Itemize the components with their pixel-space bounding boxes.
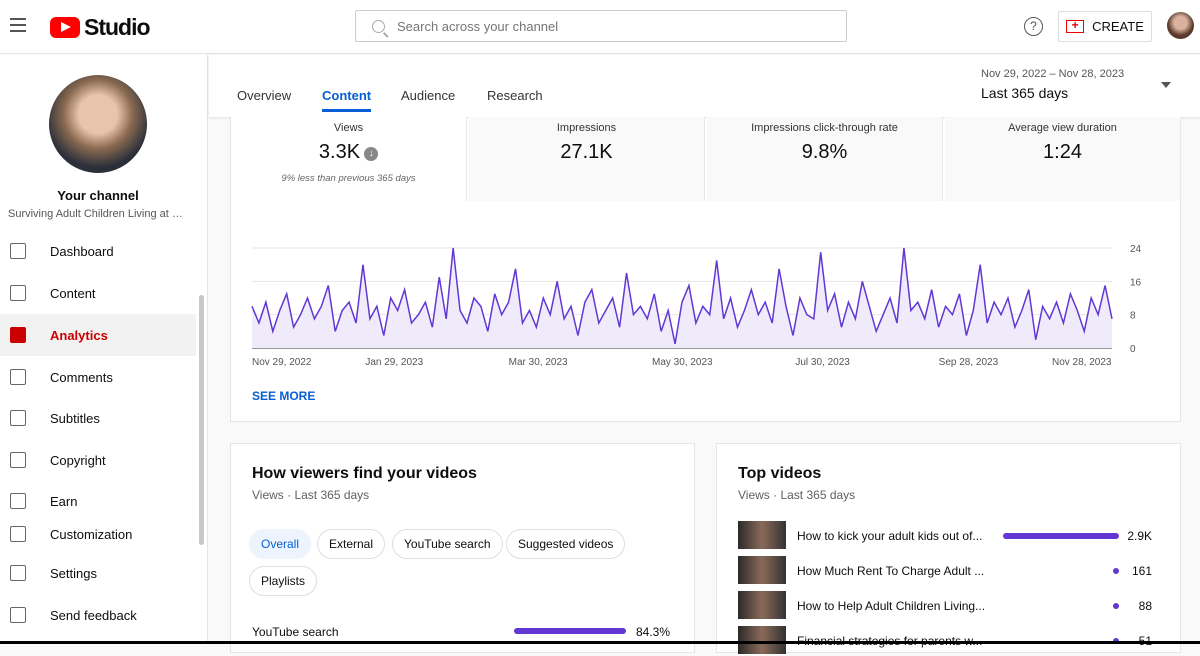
- dashboard-icon: [10, 243, 26, 259]
- tab-overview[interactable]: Overview: [237, 88, 292, 103]
- traffic-title: How viewers find your videos: [252, 465, 477, 482]
- help-icon[interactable]: ?: [1024, 17, 1043, 36]
- chevron-down-icon[interactable]: [1161, 82, 1171, 88]
- see-more-link[interactable]: SEE MORE: [252, 389, 316, 403]
- sidebar-item-analytics[interactable]: Analytics: [0, 314, 196, 356]
- filter-chip[interactable]: YouTube search: [392, 529, 503, 559]
- sidebar: Your channel Surviving Adult Children Li…: [0, 55, 208, 644]
- create-video-icon: +: [1066, 19, 1085, 33]
- y-tick-label: 8: [1130, 311, 1136, 322]
- sidebar-item-settings[interactable]: Settings: [0, 552, 196, 594]
- send-feedback-icon: [10, 607, 26, 623]
- youtube-logo-icon: [50, 17, 80, 38]
- bottom-edge: [0, 641, 1200, 644]
- top-bar: Studio ? +CREATE: [0, 0, 1200, 54]
- x-tick-label: Mar 30, 2023: [508, 357, 568, 368]
- content-icon: [10, 285, 26, 301]
- studio-logo[interactable]: Studio: [50, 14, 151, 41]
- sidebar-item-subtitles[interactable]: Subtitles: [0, 397, 196, 439]
- top-videos-title: Top videos: [738, 465, 822, 482]
- sidebar-item-content[interactable]: Content: [0, 272, 196, 314]
- comments-icon: [10, 369, 26, 385]
- top-video-row[interactable]: How Much Rent To Charge Adult ... 161: [738, 556, 1158, 586]
- x-tick-label: Nov 29, 2022: [252, 357, 312, 368]
- your-channel-label: Your channel: [57, 188, 139, 203]
- traffic-row-label: YouTube search: [252, 625, 339, 639]
- date-range-label[interactable]: Last 365 days: [981, 85, 1069, 101]
- x-tick-label: Jan 29, 2023: [365, 357, 424, 368]
- analytics-tabs: Overview Content Audience Research Nov 29, …: [209, 55, 1200, 117]
- sidebar-item-comments[interactable]: Comments: [0, 356, 196, 398]
- customization-icon: [10, 526, 26, 542]
- subtitles-icon: [10, 410, 26, 426]
- settings-icon: [10, 565, 26, 581]
- x-tick-label: Jul 30, 2023: [795, 357, 850, 368]
- tab-audience[interactable]: Audience: [401, 88, 456, 103]
- tab-research[interactable]: Research: [487, 88, 543, 103]
- views-bar: [1003, 533, 1119, 539]
- filter-chip[interactable]: Suggested videos: [506, 529, 626, 559]
- y-tick-label: 24: [1130, 244, 1142, 255]
- sidebar-item-copyright[interactable]: Copyright: [0, 439, 196, 481]
- x-tick-label: May 30, 2023: [652, 357, 713, 368]
- traffic-row-value: 84.3%: [636, 625, 671, 639]
- views-area: [252, 248, 1112, 348]
- traffic-row-bar: [514, 628, 626, 634]
- video-thumbnail[interactable]: [738, 626, 786, 654]
- video-thumbnail[interactable]: [738, 521, 786, 549]
- filter-chip[interactable]: Overall: [249, 529, 312, 559]
- y-tick-label: 0: [1130, 344, 1136, 355]
- metric-tab-3[interactable]: Average view duration 1:24: [945, 117, 1181, 201]
- arrow-down-icon: ↓: [364, 147, 379, 161]
- x-tick-label: Nov 28, 2023: [1052, 357, 1112, 368]
- views-line: [251, 247, 1113, 344]
- tab-content[interactable]: Content: [322, 88, 372, 112]
- metric-tab-0[interactable]: Views 3.3K ↓ 9% less than previous 365 days: [231, 117, 467, 201]
- views-bar: [1112, 568, 1119, 574]
- search-box[interactable]: [355, 10, 847, 42]
- top-video-row[interactable]: How to Help Adult Children Living... 88: [738, 591, 1158, 621]
- top-videos-card: [716, 443, 1181, 653]
- y-tick-label: 16: [1130, 277, 1142, 288]
- search-icon: [372, 19, 385, 33]
- copyright-icon: [10, 452, 26, 468]
- menu-icon[interactable]: [10, 18, 26, 32]
- views-bar: [1113, 603, 1119, 609]
- video-thumbnail[interactable]: [738, 591, 786, 619]
- video-thumbnail[interactable]: [738, 556, 786, 584]
- metric-tab-1[interactable]: Impressions 27.1K: [469, 117, 705, 201]
- x-tick-label: Sep 28, 2023: [938, 357, 999, 368]
- sidebar-item-customization[interactable]: Customization: [0, 522, 196, 542]
- filter-chip[interactable]: External: [317, 529, 386, 559]
- create-button[interactable]: + CREATE: [1058, 11, 1152, 42]
- date-range: Nov 29, 2022 – Nov 28, 2023: [981, 68, 1125, 80]
- sidebar-item-dashboard[interactable]: Dashboard: [0, 230, 196, 272]
- filter-chip[interactable]: Playlists: [249, 566, 318, 596]
- top-video-row[interactable]: How to kick your adult kids out of... 2.9…: [738, 521, 1158, 551]
- traffic-subtitle: Views · Last 365 days: [252, 488, 370, 502]
- sidebar-scrollbar[interactable]: [199, 295, 204, 545]
- sidebar-item-send-feedback[interactable]: Send feedback: [0, 594, 196, 636]
- top-videos-subtitle: Views · Last 365 days: [738, 488, 856, 502]
- search-input[interactable]: [397, 18, 846, 34]
- earn-icon: [10, 493, 26, 509]
- channel-avatar[interactable]: [49, 75, 147, 173]
- analytics-icon: [10, 327, 26, 343]
- metric-tab-2[interactable]: Impressions click-through rate 9.8%: [707, 117, 943, 201]
- sidebar-item-earn[interactable]: Earn: [0, 480, 196, 522]
- account-avatar[interactable]: [1167, 12, 1194, 39]
